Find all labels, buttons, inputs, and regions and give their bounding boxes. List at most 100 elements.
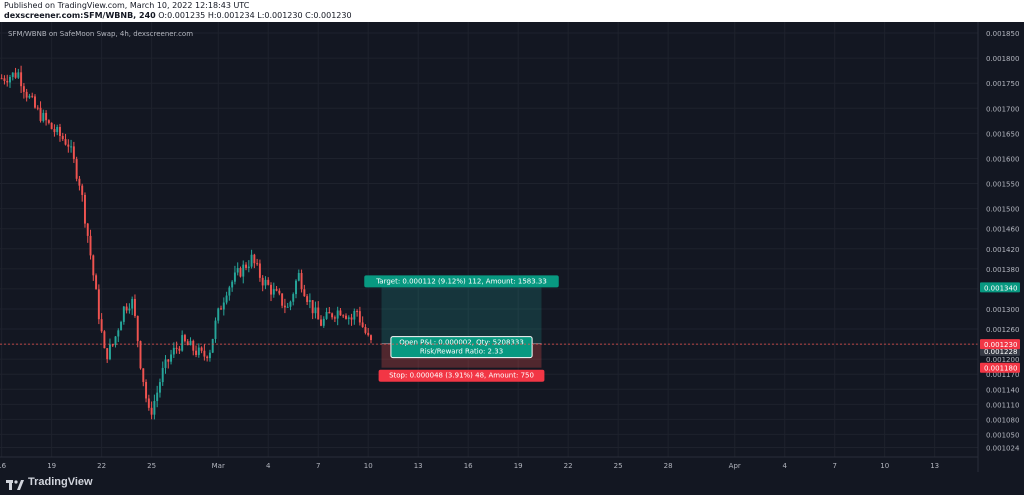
- time-tick-label: Apr: [729, 462, 741, 470]
- candle-body: [242, 264, 245, 277]
- candle-body: [331, 313, 334, 318]
- symbol-ohlc-line: dexscreener.com:SFM/WBNB, 240 O:0.001235…: [4, 11, 352, 20]
- candle-body: [361, 322, 364, 328]
- price-tick-label: 0.001140: [986, 386, 1019, 394]
- current-price-tag: 0.001230: [980, 339, 1020, 350]
- candle-body: [300, 273, 303, 290]
- symbol-label: dexscreener.com:SFM/WBNB, 240: [4, 11, 156, 20]
- candle-body: [253, 254, 256, 264]
- candle-body: [28, 95, 31, 98]
- candle-body: [292, 294, 295, 302]
- candle-body: [34, 96, 36, 108]
- candle-body: [172, 347, 175, 355]
- time-tick-label: 13: [930, 462, 939, 470]
- candle-body: [311, 300, 314, 314]
- candle-body: [370, 335, 372, 341]
- candle-body: [150, 407, 153, 415]
- time-tick-label: 7: [832, 462, 836, 470]
- candle-body: [267, 279, 270, 285]
- candle-body: [208, 352, 211, 359]
- candle-body: [245, 264, 247, 268]
- time-axis: 16 19 22 25 Mar 4 7 10 13 16 19 22 25 28 Apr 4 7 10 13: [0, 456, 978, 470]
- candle-body: [139, 341, 142, 369]
- candle-body: [167, 359, 170, 362]
- candle-body: [39, 107, 42, 121]
- price-tick-label: 0.001750: [986, 80, 1019, 88]
- candle-body: [339, 310, 342, 316]
- candle-body: [214, 320, 217, 339]
- candle-body: [278, 290, 281, 294]
- candle-body: [9, 76, 11, 83]
- candle-body: [53, 129, 56, 133]
- candle-body: [78, 178, 81, 186]
- price-chart[interactable]: SFM/WBNB on SafeMoon Swap, 4h, dexscreen…: [0, 22, 1024, 472]
- time-tick-label: 7: [316, 462, 320, 470]
- candle-body: [347, 317, 350, 319]
- candle-body: [264, 279, 267, 286]
- candle-body: [117, 330, 120, 337]
- candle-body: [103, 331, 106, 349]
- candle-body: [233, 272, 236, 282]
- price-axis: 0.001850 0.001800 0.001750 0.001700 0.001650…: [977, 22, 1020, 472]
- price-tick-label: 0.001300: [986, 306, 1019, 314]
- candle-body: [70, 146, 73, 148]
- target-price-tag: 0.001340: [980, 282, 1020, 293]
- price-tick-label: 0.001080: [986, 416, 1019, 424]
- countdown-price-tag-text: 0.001228: [984, 348, 1017, 356]
- candle-body: [186, 341, 189, 346]
- pnl-label-text: Risk/Reward Ratio: 2.33: [420, 348, 503, 356]
- candle-body: [122, 306, 125, 322]
- candle-body: [47, 120, 50, 123]
- candle-body: [86, 223, 89, 236]
- chart-background: [0, 22, 1024, 472]
- price-tick-label: 0.001260: [986, 326, 1019, 334]
- candle-body: [306, 296, 309, 302]
- candle-body: [158, 382, 161, 393]
- candle-body: [147, 398, 150, 408]
- candle-body: [256, 263, 259, 265]
- price-tick-label: 0.001800: [986, 55, 1019, 63]
- candle-body: [156, 392, 159, 401]
- price-tick-label: 0.001110: [986, 401, 1019, 409]
- candle-body: [239, 268, 242, 277]
- candle-body: [250, 254, 253, 267]
- candle-body: [61, 135, 64, 140]
- time-tick-label: 4: [266, 462, 271, 470]
- long-position-tool: Target: 0.000112 (9.12%) 112, Amount: 15…: [364, 275, 559, 382]
- candle-body: [14, 72, 17, 78]
- candle-body: [106, 348, 109, 360]
- candle-body: [286, 306, 289, 308]
- candle-body: [125, 306, 128, 311]
- time-tick-label: 16: [0, 462, 7, 470]
- candle-body: [0, 78, 3, 80]
- candle-body: [161, 367, 164, 383]
- candle-body: [345, 315, 347, 319]
- candle-body: [217, 308, 220, 321]
- target-label-bg: [364, 275, 559, 288]
- candle-body: [272, 289, 275, 295]
- candle-body: [281, 293, 284, 306]
- candle-body: [72, 146, 75, 160]
- candle-body: [247, 266, 250, 268]
- candle-body: [231, 281, 234, 288]
- candle-body: [56, 126, 59, 133]
- candle-body: [322, 318, 325, 326]
- tradingview-brand[interactable]: TradingView: [6, 476, 93, 490]
- candle-body: [342, 315, 345, 317]
- candle-body: [222, 302, 225, 310]
- candle-body: [297, 273, 300, 281]
- candle-body: [111, 344, 114, 346]
- candle-body: [228, 287, 231, 296]
- candle-body: [136, 315, 139, 342]
- candle-body: [83, 194, 86, 224]
- price-tick-label: 0.001420: [986, 246, 1019, 254]
- candle-body: [50, 122, 53, 130]
- candle-body: [356, 311, 359, 313]
- stop-label-text: Stop: 0.000048 (3.91%) 48, Amount: 750: [389, 372, 534, 380]
- candle-body: [153, 400, 156, 415]
- stop-label-bg: [378, 369, 545, 382]
- candle-body: [308, 300, 311, 302]
- stop-price-tag-bg: [980, 362, 1020, 373]
- candle-body: [303, 289, 306, 297]
- candle-body: [95, 275, 98, 290]
